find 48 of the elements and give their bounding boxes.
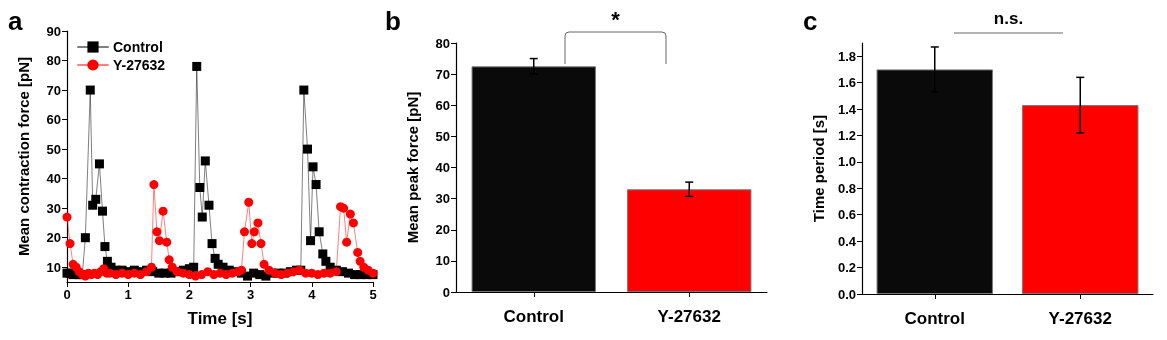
y-tick-label: 1.8 bbox=[837, 48, 856, 64]
y-tick-label: 30 bbox=[435, 191, 450, 207]
y-tick-label: 0.4 bbox=[837, 233, 857, 249]
y-tick-label: 40 bbox=[435, 160, 450, 175]
y-tick-label: 1.2 bbox=[837, 127, 856, 143]
x-tick-label: 0 bbox=[63, 287, 71, 302]
legend-label: Y-27632 bbox=[113, 57, 166, 73]
y-tick-label: 70 bbox=[46, 82, 61, 98]
legend-label: Control bbox=[113, 39, 163, 55]
x-tick-label: 3 bbox=[246, 287, 255, 302]
x-tick-label: 1 bbox=[124, 287, 132, 302]
y-tick-label: 80 bbox=[46, 53, 61, 69]
y-tick-label: 60 bbox=[46, 112, 61, 128]
y-axis-title: Mean contraction force [pN] bbox=[15, 56, 32, 257]
y-tick-label: 10 bbox=[46, 259, 61, 275]
y-tick-label: 0.8 bbox=[837, 180, 856, 196]
y-tick-label: 20 bbox=[435, 222, 450, 238]
y-tick-label: 1.4 bbox=[837, 101, 857, 117]
y-tick-label: 60 bbox=[435, 97, 450, 113]
y-tick-label: 40 bbox=[46, 171, 61, 187]
x-tick-label: Control bbox=[904, 309, 965, 328]
x-axis-title: Time [s] bbox=[187, 309, 253, 328]
text: a bbox=[8, 6, 23, 36]
y-tick-label: 1.6 bbox=[837, 75, 856, 91]
x-tick-label: Y-27632 bbox=[1048, 309, 1112, 328]
y-tick-label: 0.0 bbox=[837, 286, 856, 302]
y-tick-label: 50 bbox=[46, 141, 61, 157]
y-tick-label: 1.0 bbox=[837, 154, 856, 170]
y-tick-label: 50 bbox=[435, 128, 450, 144]
x-tick-label: Control bbox=[503, 307, 564, 326]
text: * bbox=[611, 6, 621, 32]
text: c bbox=[803, 6, 818, 36]
y-tick-label: 30 bbox=[46, 200, 61, 216]
x-tick-label: 2 bbox=[185, 287, 194, 302]
y-tick-label: 0.2 bbox=[837, 260, 856, 276]
text: b bbox=[385, 6, 401, 36]
x-tick-label: 4 bbox=[308, 287, 317, 302]
y-axis-title: Mean peak force [pN] bbox=[404, 91, 421, 244]
x-tick-label: Y-27632 bbox=[657, 307, 721, 326]
y-tick-label: 0.6 bbox=[837, 207, 856, 223]
y-tick-label: 90 bbox=[46, 23, 61, 39]
y-axis-title: Time period [s] bbox=[810, 114, 827, 223]
text: n.s. bbox=[993, 9, 1024, 28]
y-tick-label: 10 bbox=[435, 253, 450, 269]
y-tick-label: 80 bbox=[435, 35, 450, 51]
y-tick-label: 70 bbox=[435, 66, 450, 82]
x-tick-label: 5 bbox=[369, 287, 377, 302]
y-tick-label: 20 bbox=[46, 230, 61, 246]
